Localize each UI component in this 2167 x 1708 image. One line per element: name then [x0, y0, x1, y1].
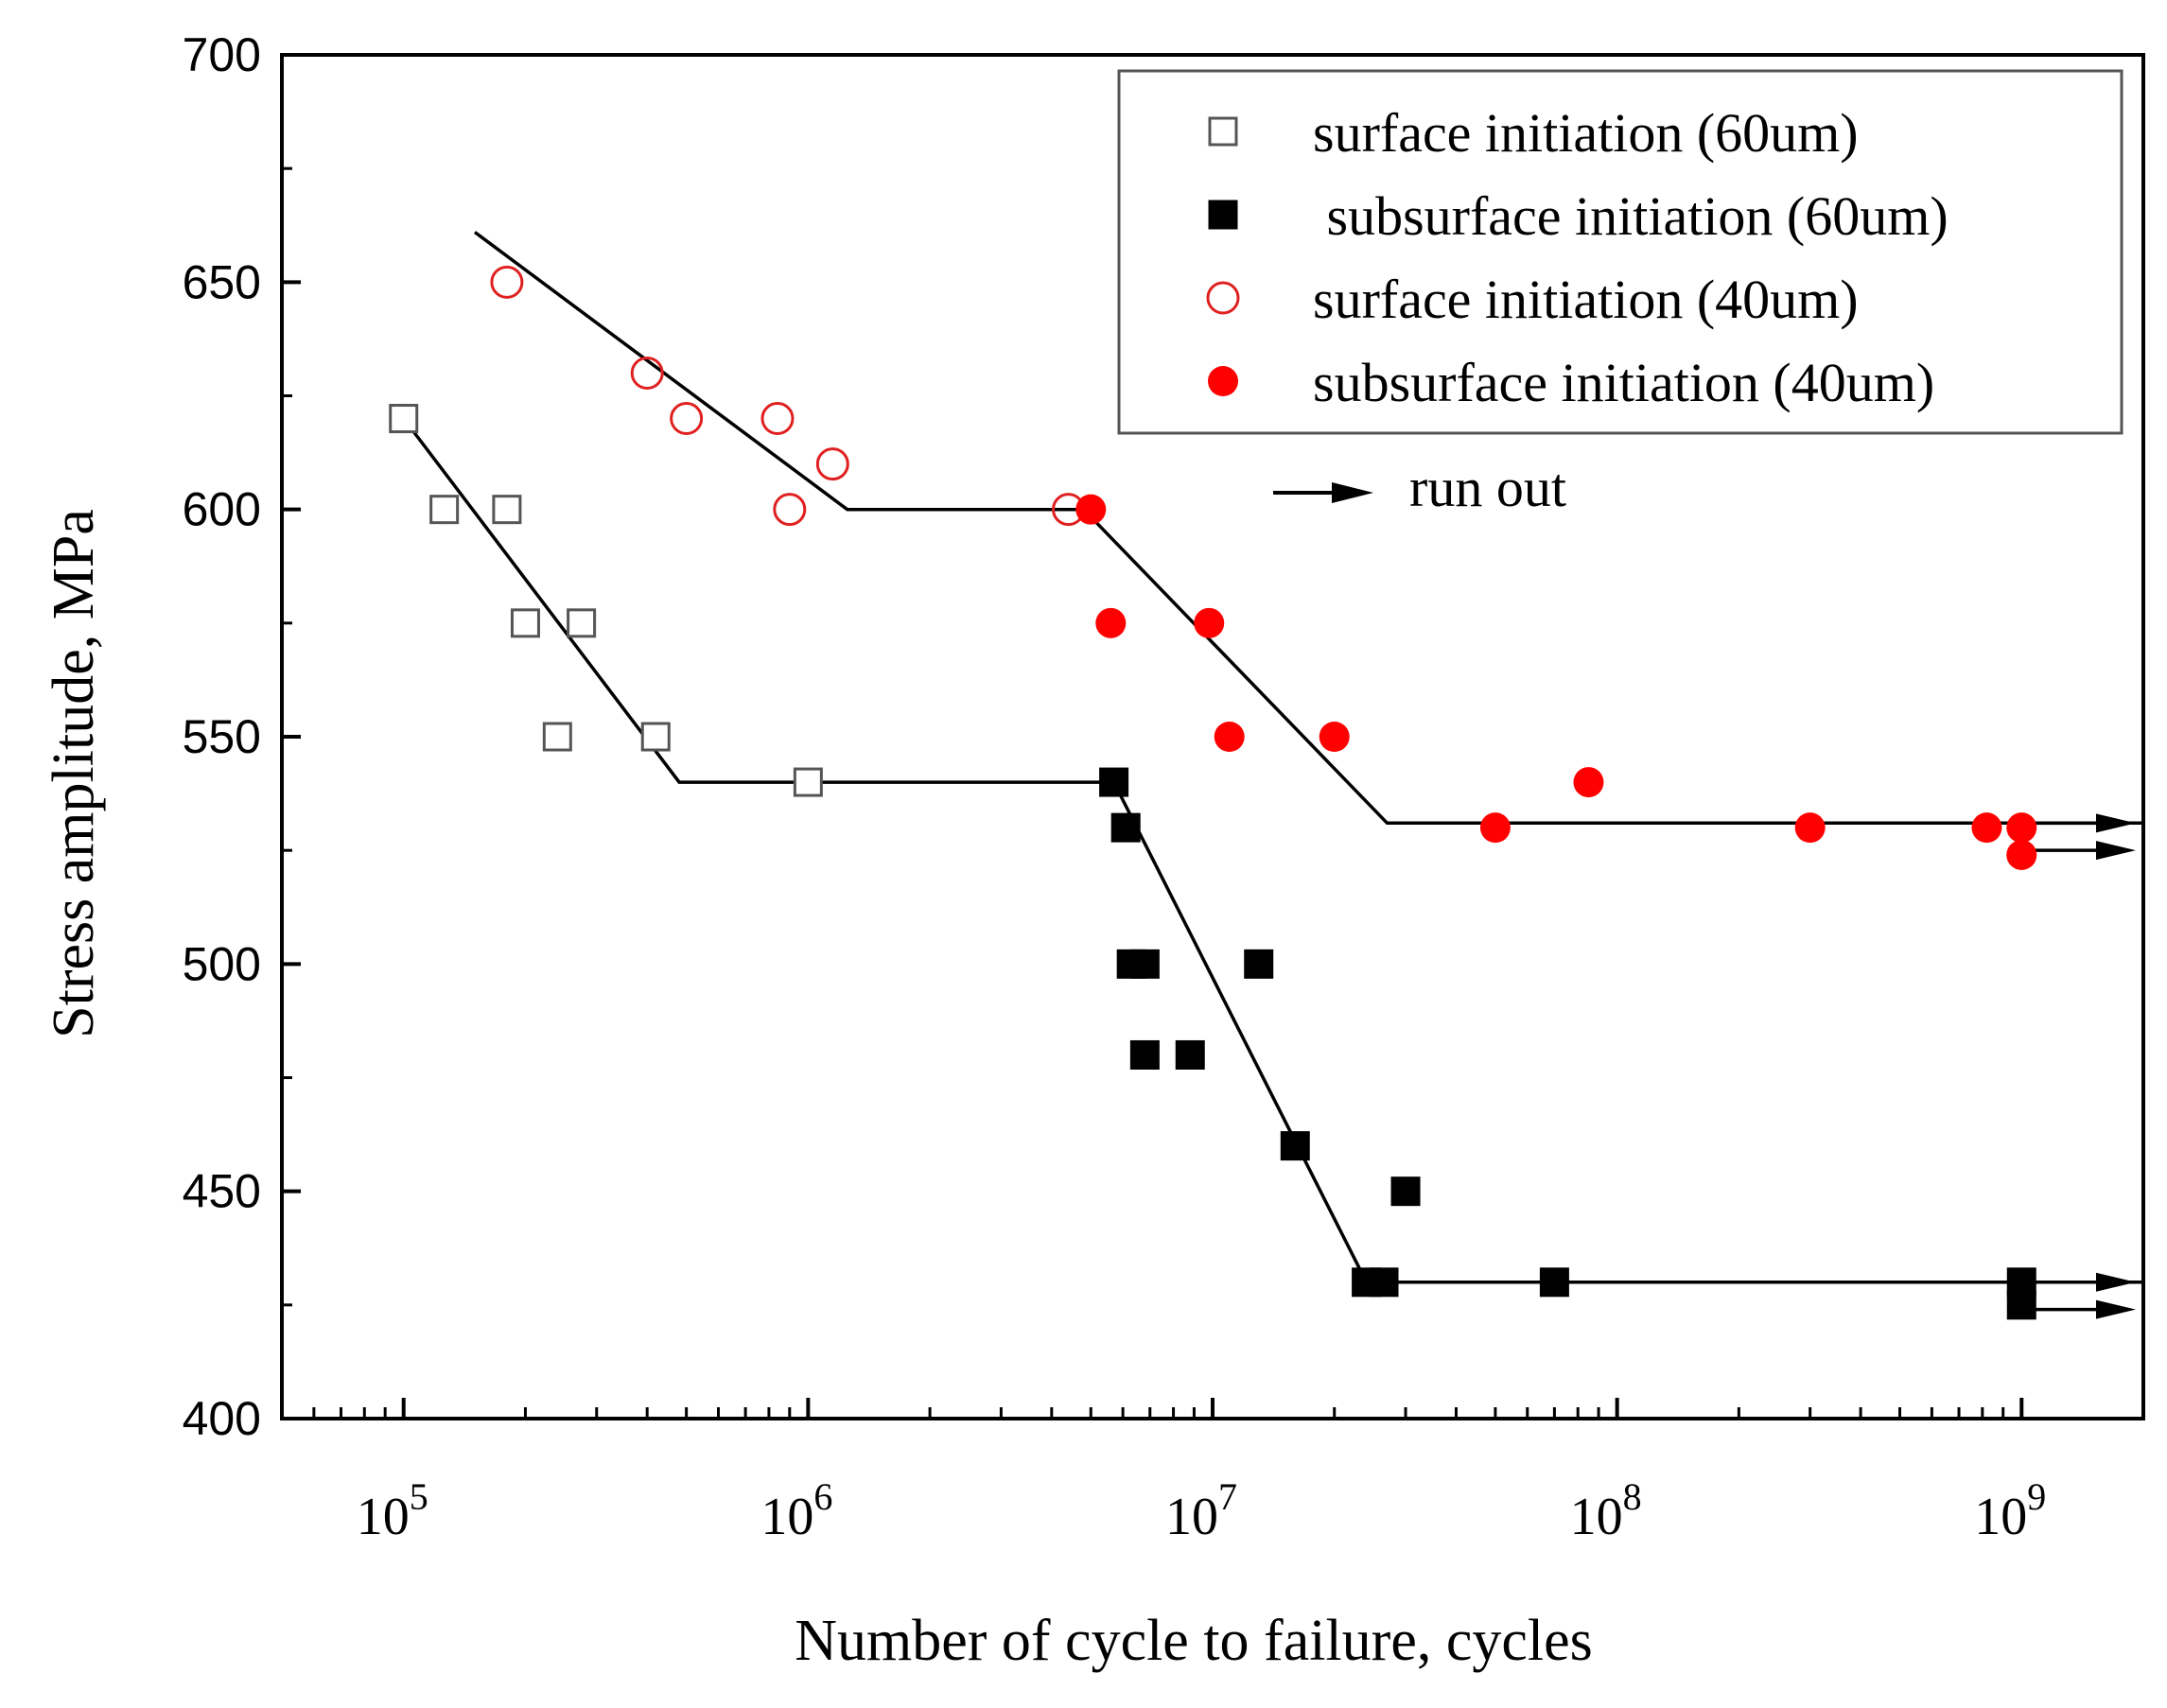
- subsurface-60um-point: [1099, 767, 1129, 797]
- surface-40um-point: [670, 402, 704, 436]
- legend-items: surface initiation (60um) subsurface ini…: [1206, 102, 1949, 413]
- x-tick-label-base: 10: [1165, 1488, 1218, 1546]
- subsurface-40um-point: [1971, 812, 2002, 844]
- subsurface-40um-point: [1319, 722, 1350, 752]
- subsurface-40um-point: [1573, 767, 1604, 798]
- subsurface-40um-point: [1214, 722, 1245, 752]
- x-tick-label-exponent: 6: [813, 1475, 832, 1518]
- x-tick-label-exponent: 8: [1623, 1475, 1642, 1518]
- subsurface-40um-point: [2006, 812, 2037, 844]
- runout-annotation-label: run out: [1409, 457, 1566, 518]
- subsurface-60um-point: [1110, 812, 1141, 843]
- runout-arrowhead: [2096, 1272, 2136, 1292]
- legend-box: [1117, 69, 2123, 435]
- runout-annotation: run out: [1273, 457, 1566, 518]
- y-tick-label: 600: [183, 483, 261, 536]
- x-tick-label-base: 10: [1570, 1488, 1623, 1546]
- runout-annotation-arrowhead: [1332, 482, 1373, 503]
- surface-40um-point: [760, 402, 795, 436]
- y-axis-title: Stress amplitude, MPa: [42, 509, 106, 1038]
- runout-arrowhead: [2096, 841, 2136, 861]
- x-tick-label-exponent: 7: [1218, 1475, 1237, 1518]
- x-tick-label: 109: [1974, 1475, 2046, 1546]
- x-tick-label: 106: [760, 1475, 832, 1546]
- surface-60um-point: [542, 722, 572, 752]
- x-tick-label-base: 10: [760, 1488, 813, 1546]
- subsurface-40um-point: [2006, 839, 2037, 870]
- surface-40um-point: [490, 265, 524, 299]
- x-tick-label-exponent: 5: [410, 1475, 428, 1518]
- runout-arrowhead: [2096, 1299, 2136, 1319]
- subsurface-40um-point: [1479, 812, 1511, 844]
- y-tick-label: 500: [183, 937, 261, 990]
- x-tick-label-exponent: 9: [2027, 1475, 2046, 1518]
- x-axis-ticks: 105 106 107 108 109: [280, 1398, 2145, 1546]
- surface-60um-point: [492, 495, 522, 525]
- surface-60um-point: [389, 404, 419, 434]
- legend-label: surface initiation (40um): [1313, 269, 1859, 330]
- legend-label: subsurface initiation (60um): [1313, 185, 1949, 247]
- surface-40um-point: [815, 447, 849, 481]
- data-points: [389, 265, 2037, 1320]
- subsurface-60um-point: [1175, 1039, 1205, 1070]
- surface-60um-point: [793, 767, 823, 797]
- legend-marker: [1208, 200, 1238, 230]
- subsurface-40um-point: [1794, 812, 1826, 844]
- y-tick-label: 400: [183, 1392, 261, 1445]
- x-tick-label: 108: [1570, 1475, 1642, 1546]
- subsurface-60um-point: [1390, 1176, 1421, 1207]
- surface-60um-point: [429, 495, 460, 525]
- x-tick-label-base: 10: [1974, 1488, 2027, 1546]
- y-tick-label: 700: [183, 28, 261, 81]
- legend-marker: [1206, 281, 1240, 315]
- surface-40um-point: [630, 356, 664, 390]
- subsurface-40um-point: [1194, 607, 1225, 638]
- surface-60um-point: [567, 608, 597, 638]
- subsurface-60um-point: [1129, 949, 1160, 979]
- surface-40um-point: [773, 493, 807, 527]
- y-tick-label: 450: [183, 1165, 261, 1218]
- surface-60um-point: [640, 722, 671, 752]
- surface-60um-point: [510, 608, 540, 638]
- x-axis-title: Number of cycle to failure, cycles: [795, 1609, 1593, 1673]
- legend-label: surface initiation (60um): [1313, 102, 1859, 164]
- x-tick-label-base: 10: [357, 1488, 410, 1546]
- legend-marker: [1208, 116, 1238, 147]
- legend: surface initiation (60um) subsurface ini…: [1117, 69, 2123, 435]
- subsurface-40um-point: [1095, 607, 1127, 638]
- y-axis-ticks: 400 450 500 550 600 650 700: [183, 28, 301, 1445]
- y-tick-label: 550: [183, 710, 261, 763]
- subsurface-60um-point: [1369, 1267, 1399, 1298]
- subsurface-60um-point: [1280, 1131, 1310, 1161]
- subsurface-60um-point: [2006, 1290, 2036, 1320]
- y-tick-label: 650: [183, 255, 261, 308]
- subsurface-60um-point: [1129, 1039, 1160, 1070]
- subsurface-60um-point: [1539, 1267, 1569, 1298]
- subsurface-60um-point: [1244, 949, 1274, 979]
- legend-marker: [1208, 366, 1238, 396]
- x-tick-label: 107: [1165, 1475, 1237, 1546]
- legend-label: subsurface initiation (40um): [1313, 352, 1934, 413]
- runout-arrowhead: [2096, 813, 2136, 833]
- x-tick-label: 105: [357, 1475, 428, 1546]
- subsurface-40um-point: [1075, 494, 1107, 525]
